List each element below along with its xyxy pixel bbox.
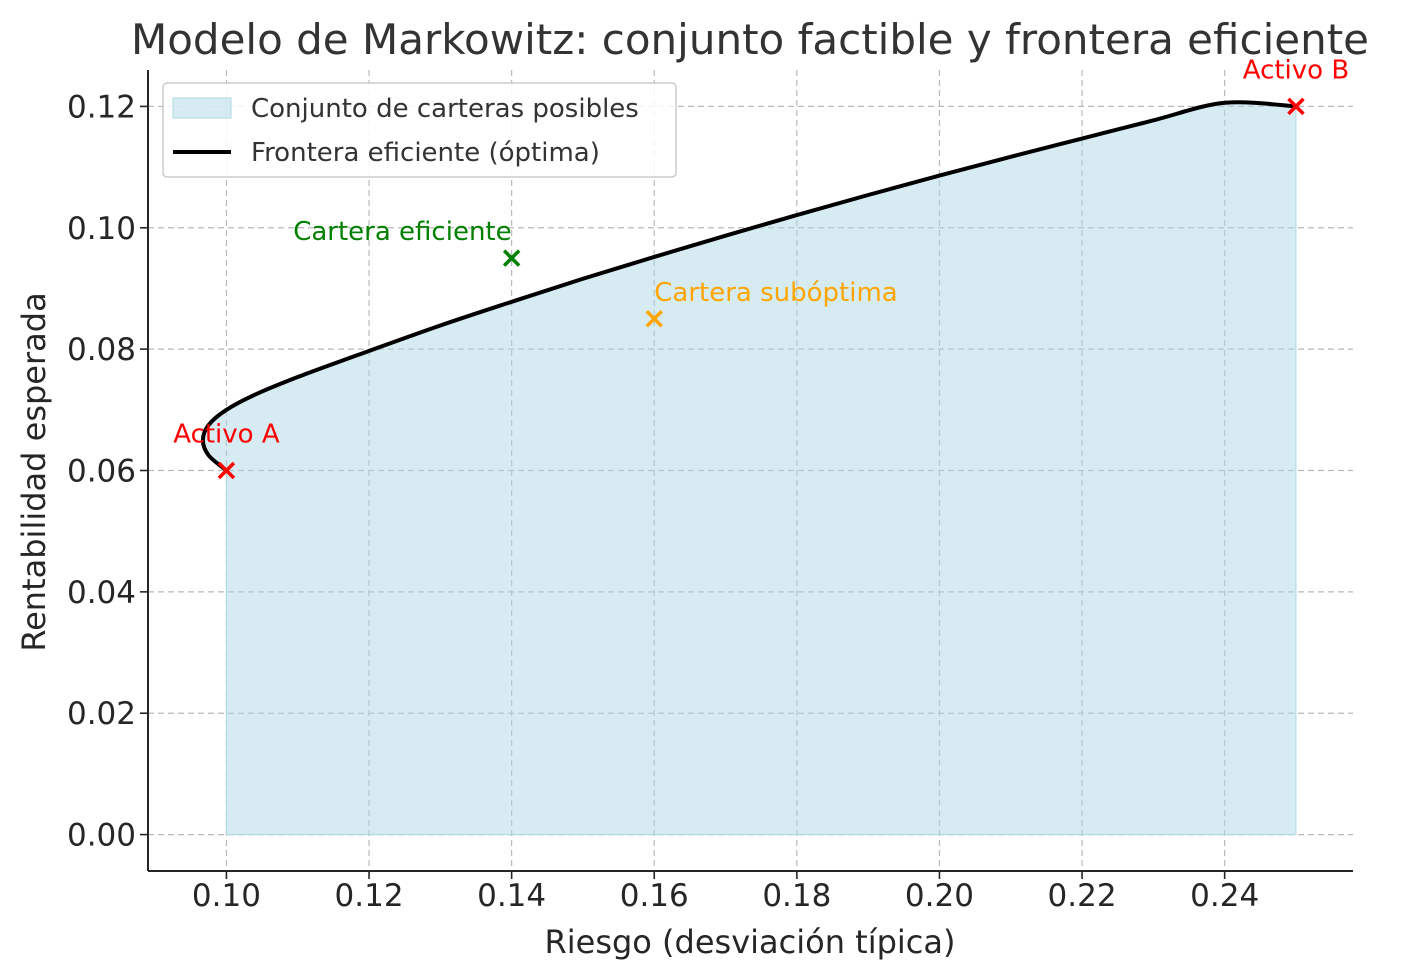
axes: 0.10 0.12 0.14 0.16 0.18 0.20 0.22 0.24 0.00 0.02… xyxy=(67,70,1353,914)
frontier-line xyxy=(200,100,1297,473)
x-tick-label: 0.10 xyxy=(192,878,261,914)
point-label: Cartera subóptima xyxy=(654,278,897,308)
point-label: Cartera eficiente xyxy=(293,217,511,247)
x-tick-label: 0.24 xyxy=(1190,878,1259,914)
points-layer: Activo A Activo B Cartera eficiente Cartera… xyxy=(173,55,1349,480)
y-tick-label: 0.00 xyxy=(67,818,136,854)
point-marker xyxy=(502,249,521,267)
point-label: Activo B xyxy=(1243,55,1349,85)
frontier-layer xyxy=(200,100,1297,473)
x-tick-label: 0.12 xyxy=(335,878,404,914)
point-marker xyxy=(217,461,236,480)
y-tick-label: 0.06 xyxy=(67,454,136,490)
y-tick-label: 0.10 xyxy=(67,211,136,247)
x-tick-label: 0.22 xyxy=(1048,878,1117,914)
y-tick-label: 0.08 xyxy=(67,332,136,368)
point-marker xyxy=(1287,97,1305,116)
y-tick-label: 0.04 xyxy=(67,575,136,611)
y-axis-title: Rentabilidad esperada xyxy=(15,292,53,651)
point-label: Activo A xyxy=(173,420,280,450)
legend-swatch-area xyxy=(172,97,232,119)
y-tick-label: 0.12 xyxy=(67,89,136,125)
legend-label: Frontera eficiente (óptima) xyxy=(251,138,600,168)
x-tick-label: 0.14 xyxy=(477,878,546,914)
x-tick-label: 0.18 xyxy=(762,878,831,914)
feasible-area-layer xyxy=(202,102,1297,836)
legend: Conjunto de carteras posibles Frontera ef… xyxy=(162,82,677,178)
legend-box xyxy=(162,82,677,178)
feasible-area xyxy=(202,102,1297,836)
point-marker xyxy=(645,310,663,328)
x-axis-title: Riesgo (desviación típica) xyxy=(545,923,956,961)
y-tick-label: 0.02 xyxy=(67,696,136,732)
chart-title: Modelo de Markowitz: conjunto factible y… xyxy=(131,15,1369,64)
x-tick-label: 0.20 xyxy=(905,878,974,914)
legend-label: Conjunto de carteras posibles xyxy=(251,94,639,124)
x-tick-label: 0.16 xyxy=(620,878,689,914)
